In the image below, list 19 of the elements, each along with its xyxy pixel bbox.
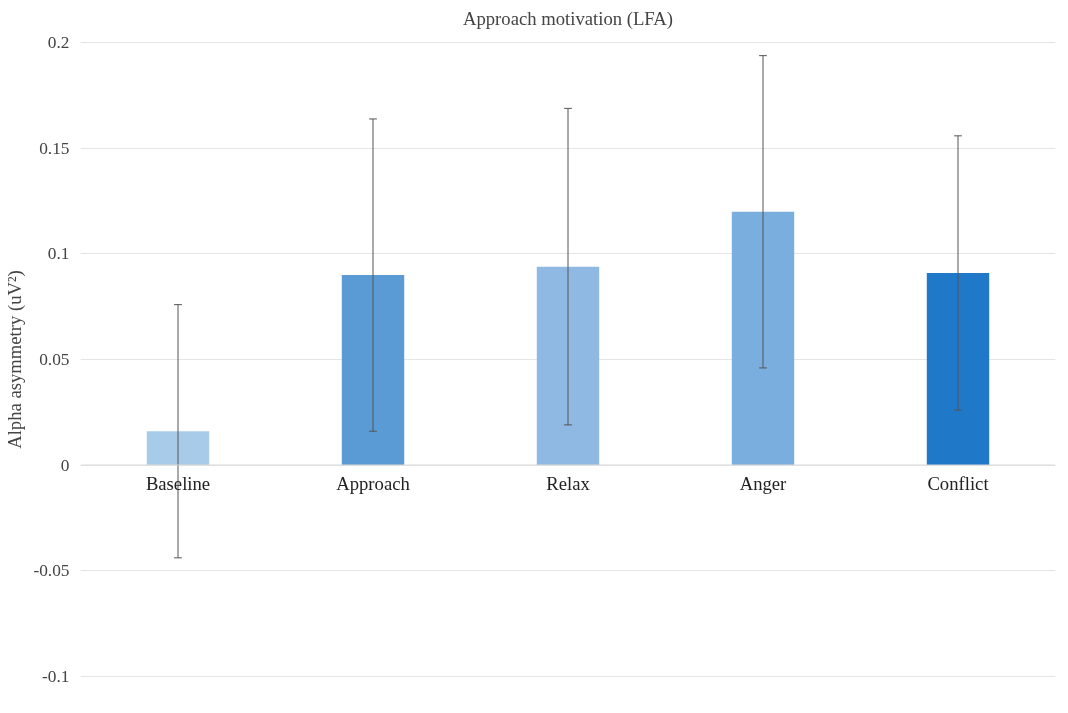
x-tick-label: Baseline xyxy=(145,473,211,494)
y-tick-label: 0.15 xyxy=(39,139,70,158)
bar xyxy=(536,266,600,465)
bar xyxy=(341,275,405,465)
bar xyxy=(146,431,210,465)
x-tick-label: Conflict xyxy=(927,473,990,494)
y-tick-label: -0.05 xyxy=(33,561,70,580)
x-tick-label: Approach xyxy=(336,473,411,494)
x-tick-label: Relax xyxy=(546,473,591,494)
y-tick-label: -0.1 xyxy=(42,666,70,686)
x-tick-label: Anger xyxy=(739,473,788,494)
chart-title: Approach motivation (LFA) xyxy=(462,7,674,30)
y-tick-label: 0.1 xyxy=(47,244,70,264)
y-axis-title: Alpha asymmetry (uV²) xyxy=(4,270,27,449)
y-tick-label: 0.2 xyxy=(47,33,70,53)
bar xyxy=(926,272,990,465)
y-tick-label: 0.05 xyxy=(39,350,70,369)
bar xyxy=(731,211,795,465)
y-tick-label: 0 xyxy=(60,455,70,475)
